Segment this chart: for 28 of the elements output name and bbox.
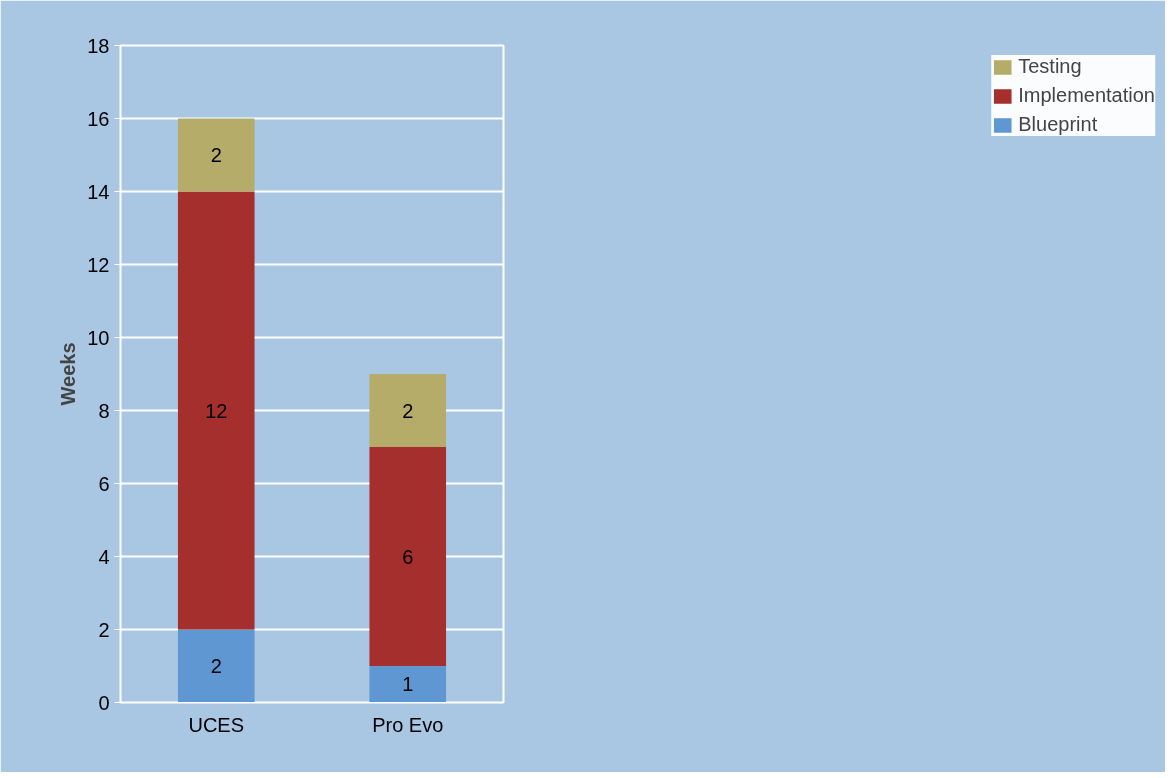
y-tick-label: 12	[87, 253, 110, 276]
y-tick-label: 8	[98, 399, 110, 422]
bar	[369, 447, 447, 666]
y-tick-label: 14	[87, 180, 110, 203]
y-tick-label: 6	[98, 472, 110, 495]
y-axis-title: Weeks	[57, 342, 80, 406]
bar	[369, 374, 447, 447]
x-tick-label: UCES	[188, 713, 245, 736]
data-label: 6	[402, 545, 414, 568]
bar	[177, 629, 255, 703]
y-tick-label: 0	[98, 691, 110, 714]
y-tick-label: 10	[87, 326, 110, 349]
legend-label: Implementation	[1018, 84, 1155, 107]
data-label: 2	[402, 399, 414, 422]
legend-label: Testing	[1018, 55, 1082, 78]
y-tick-label: 18	[87, 34, 110, 57]
data-label: 2	[210, 655, 222, 677]
data-label: 1	[402, 673, 414, 696]
data-label: 12	[205, 399, 228, 422]
x-tick-label: Pro Evo	[372, 713, 444, 736]
y-tick-label: 4	[98, 545, 110, 568]
bar	[177, 191, 255, 630]
y-tick-label: 2	[98, 618, 110, 641]
bar	[369, 666, 447, 703]
data-label: 2	[210, 144, 222, 166]
bar	[177, 118, 255, 192]
y-tick-label: 16	[87, 107, 110, 130]
legend-label: Blueprint	[1018, 113, 1098, 136]
